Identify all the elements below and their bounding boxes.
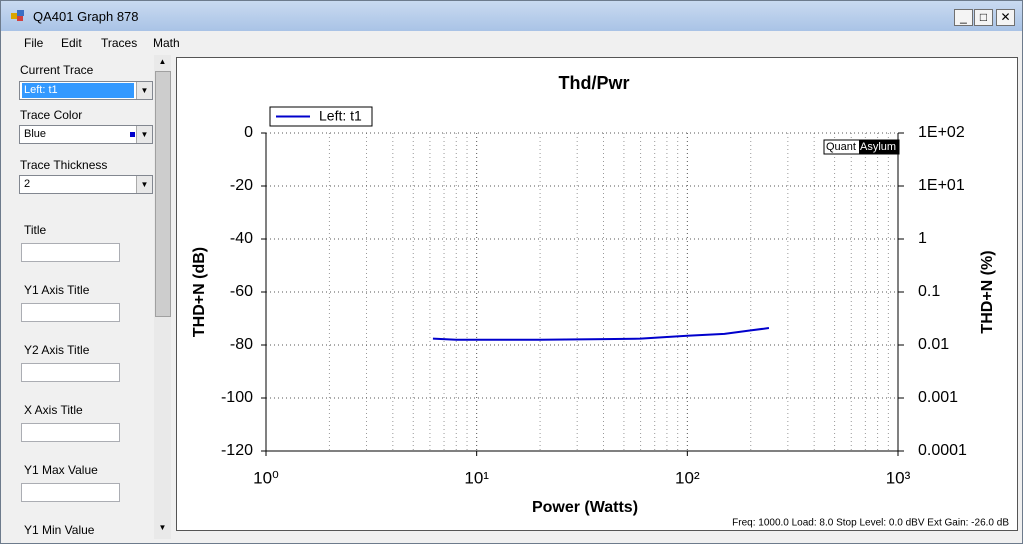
field-label: Y2 Axis Title — [24, 343, 90, 357]
combo-arrow[interactable]: ▼ — [136, 176, 152, 193]
field-label: Y1 Max Value — [24, 463, 98, 477]
x-tick-label: 10³ — [886, 468, 911, 487]
app-icon — [11, 10, 24, 21]
chart: Thd/Pwr 10⁰ 10¹ 10² 10³ 0 -20 -40 -60 -80 -100 -120… — [176, 57, 1018, 531]
combo-arrow[interactable]: ▼ — [136, 82, 152, 99]
color-swatch — [130, 132, 135, 137]
data-line — [432, 327, 770, 341]
menu-bar: File Edit Traces Math — [1, 32, 1022, 53]
y2-tick-label: 1 — [918, 230, 927, 247]
minimize-button[interactable]: _ — [954, 9, 973, 26]
chart-title: Thd/Pwr — [559, 73, 630, 93]
watermark: Asylum — [860, 141, 896, 153]
scrollbar[interactable]: ▲ ▼ — [154, 55, 171, 539]
y-tick-label: -100 — [221, 389, 253, 406]
maximize-button[interactable]: □ — [974, 9, 993, 26]
field-label: X Axis Title — [24, 403, 83, 417]
y2-tick-label: 1E+01 — [918, 177, 965, 194]
x-axis-title: Power (Watts) — [532, 499, 638, 516]
menu-item[interactable]: Edit — [61, 36, 82, 50]
combo-value: Blue — [24, 128, 47, 140]
x-tick-label: 10¹ — [464, 468, 489, 487]
field-label: Trace Thickness — [20, 158, 108, 172]
combo-value: Left: t1 — [22, 83, 134, 98]
combo-arrow[interactable]: ▼ — [136, 126, 152, 143]
field-label: Trace Color — [20, 108, 83, 122]
y-tick-label: -20 — [230, 177, 253, 194]
title-bar: QA401 Graph 878 _ □ ✕ — [1, 1, 1022, 31]
close-button[interactable]: ✕ — [996, 9, 1015, 26]
text-box[interactable] — [21, 483, 120, 502]
footer-info: Freq: 1000.0 Load: 8.0 Stop Level: 0.0 d… — [732, 518, 1009, 529]
trace-thickness-combo[interactable]: 2 ▼ — [19, 175, 153, 194]
scroll-thumb[interactable] — [155, 71, 171, 317]
scroll-down[interactable]: ▼ — [158, 523, 167, 532]
window-title: QA401 Graph 878 — [33, 9, 139, 24]
scroll-up[interactable]: ▲ — [158, 57, 167, 66]
menu-item[interactable]: Math — [153, 36, 180, 50]
field-label: Y1 Axis Title — [24, 283, 90, 297]
y-tick-label: -120 — [221, 442, 253, 459]
x-tick-label: 10⁰ — [253, 468, 279, 487]
y-axis-title: THD+N (dB) — [191, 247, 208, 337]
y2-tick-label: 0.0001 — [918, 442, 967, 459]
field-label: Current Trace — [20, 63, 94, 77]
menu-item[interactable]: File — [24, 36, 44, 50]
legend-box — [269, 106, 373, 127]
field-label: Y1 Min Value — [24, 523, 95, 537]
y2-tick-label: 1E+02 — [918, 124, 965, 141]
y2-tick-label: 0.01 — [918, 336, 949, 353]
x-tick-label: 10² — [675, 468, 700, 487]
chart-frame — [176, 57, 1018, 531]
text-box[interactable] — [21, 363, 120, 382]
y-tick-label: 0 — [244, 124, 253, 141]
combo-value: 2 — [24, 178, 31, 190]
text-box[interactable] — [21, 243, 120, 262]
text-box[interactable] — [21, 303, 120, 322]
current-trace-combo[interactable]: Left: t1 ▼ — [19, 81, 153, 100]
watermark-fill — [859, 140, 899, 154]
y2-tick-label: 0.1 — [918, 283, 940, 300]
watermark: Quant — [826, 141, 856, 153]
text-box[interactable] — [21, 423, 120, 442]
field-label: Title — [24, 223, 47, 237]
y-tick-label: -80 — [230, 336, 253, 353]
trace-color-combo[interactable]: Blue ▼ — [19, 125, 153, 144]
legend-label: Left: t1 — [319, 108, 362, 124]
y-tick-label: -60 — [230, 283, 253, 300]
y2-axis-title: THD+N (%) — [979, 250, 996, 333]
menu-item[interactable]: Traces — [101, 36, 138, 50]
y2-tick-label: 0.001 — [918, 389, 958, 406]
y-tick-label: -40 — [230, 230, 253, 247]
